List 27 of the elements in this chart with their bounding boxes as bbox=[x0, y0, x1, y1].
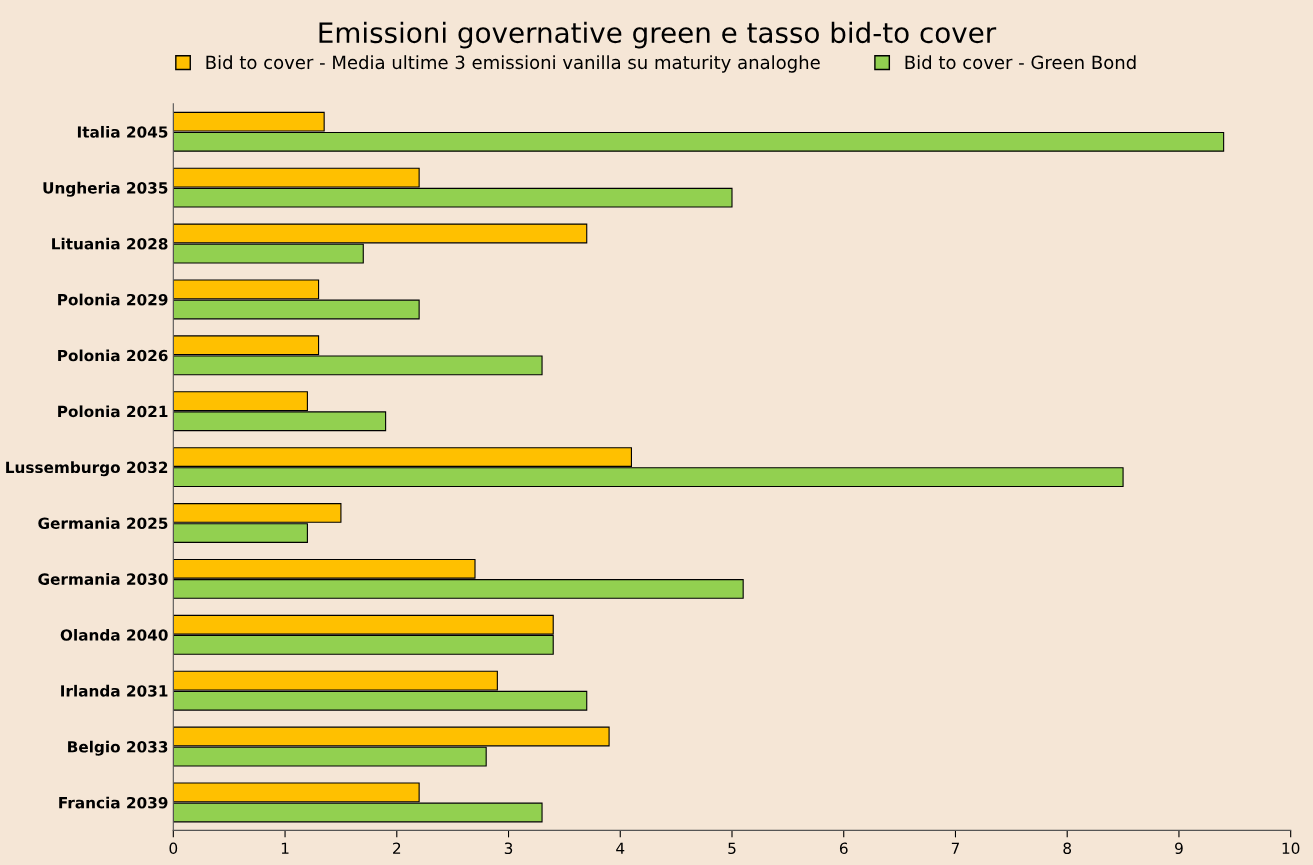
x-tick-label: 0 bbox=[169, 842, 178, 855]
x-tick-label: 1 bbox=[281, 842, 289, 854]
y-tick-label: Lituania 2028 bbox=[52, 237, 168, 250]
y-tick-label: Ungheria 2035 bbox=[43, 181, 168, 197]
x-tick-label: 8 bbox=[1063, 842, 1072, 855]
y-tick-label: Germania 2030 bbox=[38, 573, 168, 585]
y-tick-label: Olanda 2040 bbox=[60, 628, 168, 641]
x-tick-label: 9 bbox=[1175, 842, 1183, 855]
chart-title: Emissioni governative green e tasso bid-to cover bbox=[319, 21, 997, 49]
x-tick-label: 3 bbox=[504, 842, 513, 855]
y-tick-label: Germania 2025 bbox=[38, 517, 168, 530]
legend-label: Bid to cover - Green Bond bbox=[905, 55, 1136, 70]
y-tick-label: Italia 2045 bbox=[77, 125, 168, 138]
x-tick-label: 6 bbox=[839, 842, 848, 855]
x-tick-label: 10 bbox=[1282, 842, 1300, 855]
x-tick-label: 2 bbox=[393, 842, 401, 854]
y-tick-label: Lussemburgo 2032 bbox=[6, 461, 168, 477]
y-tick-label: Polonia 2026 bbox=[58, 349, 168, 362]
y-tick-label: Polonia 2021 bbox=[58, 405, 168, 418]
x-tick-label: 7 bbox=[951, 842, 960, 854]
y-tick-label: Belgio 2033 bbox=[68, 740, 168, 756]
y-tick-label: Polonia 2029 bbox=[58, 293, 168, 306]
x-tick-label: 5 bbox=[728, 842, 736, 855]
x-tick-label: 4 bbox=[616, 842, 625, 854]
y-tick-label: Irlanda 2031 bbox=[61, 684, 168, 697]
y-tick-label: Francia 2039 bbox=[59, 796, 168, 809]
legend-label: Bid to cover - Media ultime 3 emissioni vanilla su maturity analoghe bbox=[206, 55, 820, 73]
